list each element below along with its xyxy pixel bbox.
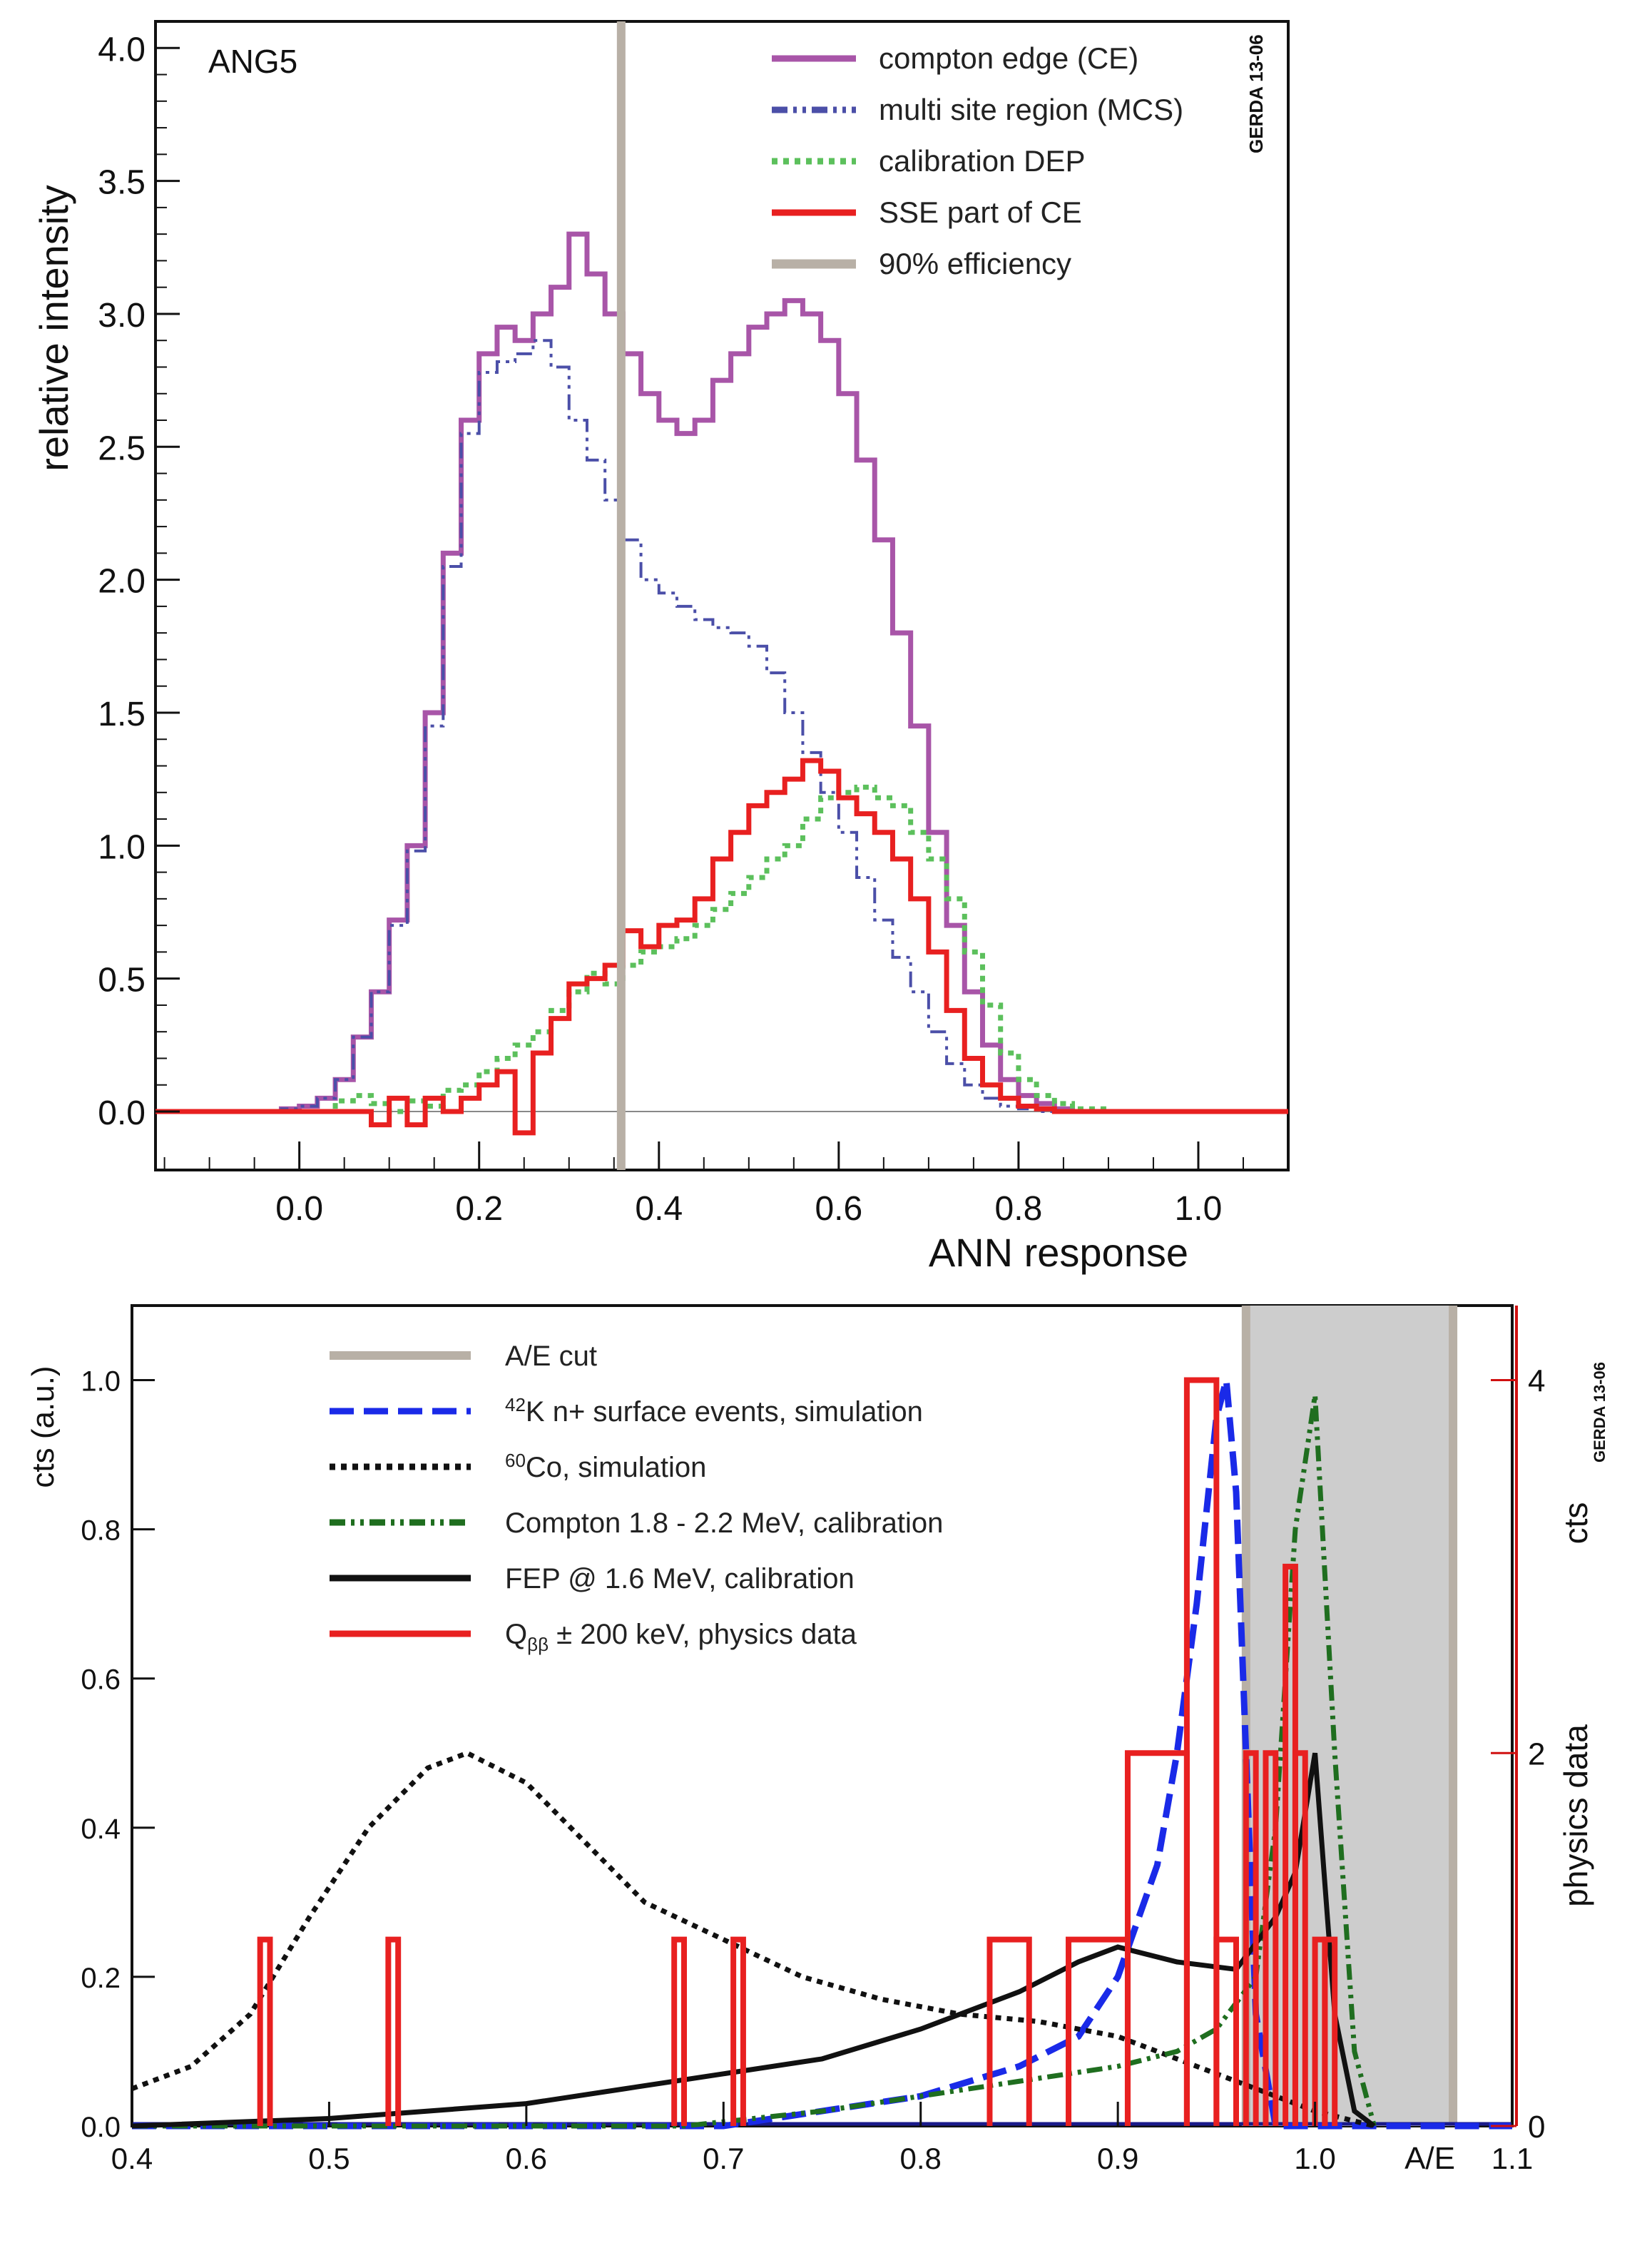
qbb-bin: [1243, 1750, 1259, 2126]
qbb-bin: [1263, 1750, 1279, 2126]
bottom-watermark: GERDA 13-06: [1591, 1362, 1608, 1463]
bottom-xtick-label: 0.6: [506, 2142, 547, 2175]
bottom-legend-label-compton: Compton 1.8 - 2.2 MeV, calibration: [505, 1507, 943, 1539]
top-series-dep: [155, 784, 1288, 1114]
top-ytick-label: 1.0: [98, 828, 146, 866]
top-plot-frame: [154, 20, 1290, 1171]
top-panel-label: ANG5: [208, 43, 297, 80]
bottom-ytick-label: 0.0: [81, 2112, 121, 2143]
top-legend-label-ce: compton edge (CE): [879, 41, 1138, 75]
bottom-right-axis-title: physics data: [1557, 1724, 1594, 1907]
bottom-legend: A/E cut 42K n+ surface events, simulation…: [330, 1341, 943, 1655]
legend-text: Q: [505, 1619, 527, 1650]
top-ytick-label: 0.5: [98, 962, 146, 1000]
top-ytick-label: 2.5: [98, 429, 146, 467]
bottom-xtick-label: 1.1: [1492, 2142, 1533, 2175]
qbb-bin: [1183, 1377, 1220, 2126]
top-series-ce: [155, 231, 1288, 1114]
top-x-axis-title: ANN response: [929, 1230, 1188, 1275]
bottom-xtick-label: 1.0: [1294, 2142, 1335, 2175]
bottom-legend-label-fep: FEP @ 1.6 MeV, calibration: [505, 1563, 855, 1595]
top-xtick-label: 0.6: [815, 1190, 862, 1228]
right-ytick-label: 4: [1528, 1364, 1545, 1399]
top-xtick-label: 0.4: [635, 1190, 683, 1228]
top-ytick-label: 3.0: [98, 297, 146, 335]
legend-sub: ββ: [527, 1634, 549, 1655]
top-xtick-label: 0.0: [275, 1190, 323, 1228]
legend-text: ± 200 keV, physics data: [549, 1619, 857, 1650]
top-legend-label-dep: calibration DEP: [879, 144, 1085, 178]
top-xtick-label: 0.8: [995, 1190, 1043, 1228]
qbb-bin: [1322, 1936, 1338, 2126]
legend-text: K n+ surface events, simulation: [526, 1396, 923, 1428]
top-legend-label-eff: 90% efficiency: [879, 247, 1071, 280]
qbb-bin: [257, 1936, 273, 2126]
bottom-ytick-label: 0.2: [81, 1963, 121, 1994]
bottom-ytick-label: 0.8: [81, 1515, 121, 1547]
top-ytick-label: 2.0: [98, 563, 146, 601]
legend-sup: 42: [505, 1394, 526, 1415]
bottom-legend-label-co60: 60Co, simulation: [505, 1450, 706, 1483]
right-ytick-label: 0: [1528, 2110, 1545, 2145]
bottom-xtick-label: 0.8: [900, 2142, 942, 2175]
bottom-axes: 0.0 0.2 0.4 0.6 0.8 1.0 0.4 0.5 0.6 0.7 0.8 0.9 1.0 1…: [81, 1306, 1545, 2175]
bottom-plot-content: [131, 1306, 1512, 2130]
top-legend-label-mcs: multi site region (MCS): [879, 93, 1183, 126]
top-ytick-label: 0.0: [98, 1094, 146, 1132]
bottom-legend-label-k42: 42K n+ surface events, simulation: [505, 1394, 923, 1428]
bottom-xtick-label: 0.5: [308, 2142, 350, 2175]
bottom-x-axis-title: A/E: [1404, 2141, 1455, 2176]
top-series-sse: [155, 758, 1288, 1136]
bottom-series-compton: [132, 1394, 1377, 2129]
right-ytick-label: 2: [1528, 1736, 1545, 1771]
bottom-xtick-label: 0.4: [111, 2142, 153, 2175]
top-ytick-label: 3.5: [98, 164, 146, 202]
qbb-bin: [1213, 1936, 1239, 2126]
top-axes: 0.0 0.5 1.0 1.5 2.0 2.5 3.0 3.5 4.0 0.0 0.2 0.4 0.6 0…: [98, 31, 1244, 1228]
top-ytick-label: 4.0: [98, 31, 146, 68]
bottom-xtick-label: 0.9: [1097, 2142, 1138, 2175]
top-plot-content: [155, 21, 1288, 1170]
legend-text: Co, simulation: [526, 1452, 706, 1483]
qbb-bin: [671, 1936, 687, 2126]
bottom-ytick-label: 0.6: [81, 1664, 121, 1696]
top-xtick-label: 0.2: [455, 1190, 503, 1228]
bottom-xtick-label: 0.7: [703, 2142, 744, 2175]
top-series-mcs: [155, 339, 1288, 1114]
bottom-ytick-label: 0.4: [81, 1814, 121, 1845]
qbb-bin: [385, 1936, 402, 2126]
top-y-axis-title: relative intensity: [31, 185, 76, 472]
bottom-legend-label-qbb: Qββ ± 200 keV, physics data: [505, 1619, 857, 1655]
top-xtick-label: 1.0: [1175, 1190, 1223, 1228]
top-ytick-label: 1.5: [98, 696, 146, 733]
qbb-bin: [1292, 1750, 1308, 2126]
bottom-legend-label-ae_cut: A/E cut: [505, 1341, 597, 1372]
ae-cut-band: [1245, 1306, 1454, 2126]
top-legend-label-sse: SSE part of CE: [879, 195, 1082, 229]
bottom-y-axis-title: cts (a.u.): [26, 1365, 61, 1487]
top-legend: compton edge (CE) multi site region (MCS)…: [772, 41, 1183, 280]
qbb-bin: [986, 1936, 1032, 2126]
qbb-bin: [730, 1936, 746, 2126]
legend-sup: 60: [505, 1450, 526, 1471]
top-panel: ANG5 GERDA 13-06 compton edge (CE) multi …: [31, 20, 1290, 1275]
bottom-right-axis-unit: cts: [1557, 1502, 1594, 1545]
bottom-ytick-label: 1.0: [81, 1366, 121, 1398]
top-watermark: GERDA 13-06: [1245, 34, 1267, 153]
bottom-series-co60: [131, 1750, 1375, 2129]
